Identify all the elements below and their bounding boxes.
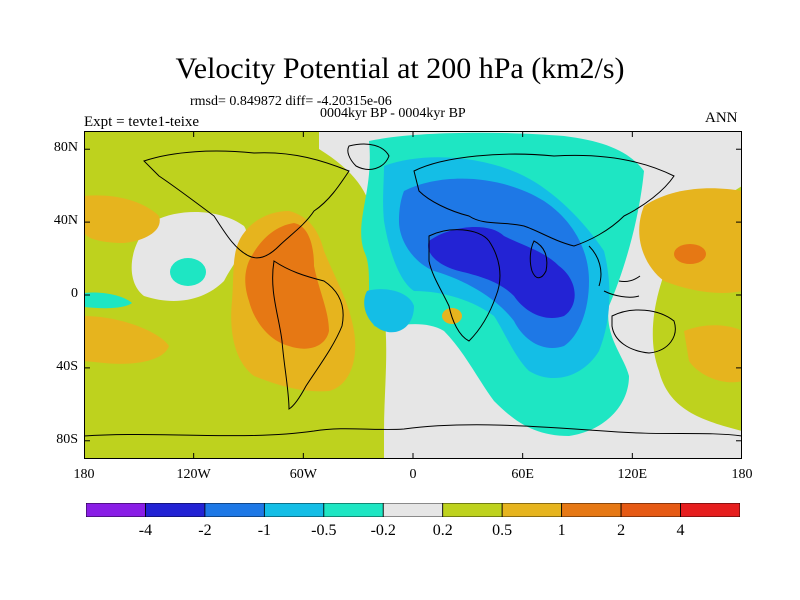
y-tick-label: 0 — [71, 286, 78, 301]
x-tick-label: 120E — [617, 467, 648, 482]
colorbar-label: 2 — [617, 522, 626, 539]
colorbar-swatch — [561, 503, 622, 517]
subtitle: 0004kyr BP - 0004kyr BP — [320, 106, 466, 121]
field-positive-large-pacific — [674, 244, 706, 264]
colorbar — [86, 503, 740, 517]
plot-title: Velocity Potential at 200 hPa (km2/s) — [175, 52, 625, 85]
x-tick-label: 180 — [731, 467, 753, 482]
colorbar-swatch — [86, 503, 146, 517]
y-tick-label: 80S — [56, 431, 78, 447]
coastlines — [84, 143, 742, 437]
field-negative-small-west — [170, 258, 206, 286]
colorbar-swatch — [442, 503, 503, 517]
x-tick-label: 60W — [289, 467, 317, 482]
season-label: ANN — [705, 110, 738, 126]
colorbar-swatch — [501, 503, 563, 517]
velocity-potential-map — [84, 131, 742, 459]
x-tick-label: 0 — [409, 467, 417, 482]
colorbar-label: 0.2 — [432, 522, 453, 539]
colorbar-swatch — [145, 503, 206, 517]
field-negative-medium-south — [364, 289, 414, 333]
map-ticks — [84, 131, 742, 459]
colorbar-label: -2 — [198, 522, 212, 539]
field-negative-very-large — [428, 226, 575, 319]
field-negative-small-edge — [84, 292, 132, 309]
colorbar-label: 0.5 — [492, 522, 513, 539]
field-positive-medium-southwest — [84, 316, 169, 364]
y-tick-label: 80N — [53, 140, 78, 156]
field-neutral-west — [131, 211, 247, 301]
colorbar-label: 4 — [676, 522, 685, 539]
colorbar-label: -0.2 — [370, 522, 396, 539]
colorbar-label: -4 — [138, 522, 153, 539]
colorbar-swatch — [323, 503, 384, 517]
y-tick-label: 40N — [53, 213, 78, 229]
colorbar-swatch — [680, 503, 740, 517]
stats-text: rmsd= 0.849872 diff= -4.20315e-06 — [190, 94, 392, 109]
colorbar-swatch — [620, 503, 681, 517]
colorbar-label: 1 — [557, 522, 566, 539]
y-tick-label: 40S — [56, 358, 78, 374]
colorbar-swatch — [204, 503, 265, 517]
experiment-label: Expt = tevte1-teixe — [84, 114, 200, 130]
colorbar-label: -0.5 — [311, 522, 337, 539]
colorbar-label: -1 — [257, 522, 272, 539]
field-positive-medium-pacific — [639, 188, 742, 293]
x-tick-label: 180 — [73, 467, 95, 482]
field-positive-large-americas — [245, 223, 329, 349]
field-positive-medium-southeast — [684, 325, 742, 383]
x-tick-label: 120W — [176, 467, 211, 482]
field-positive-medium-west — [84, 195, 160, 243]
colorbar-swatch — [263, 503, 325, 517]
colorbar-swatch — [382, 503, 444, 517]
x-tick-label: 60E — [511, 467, 534, 482]
